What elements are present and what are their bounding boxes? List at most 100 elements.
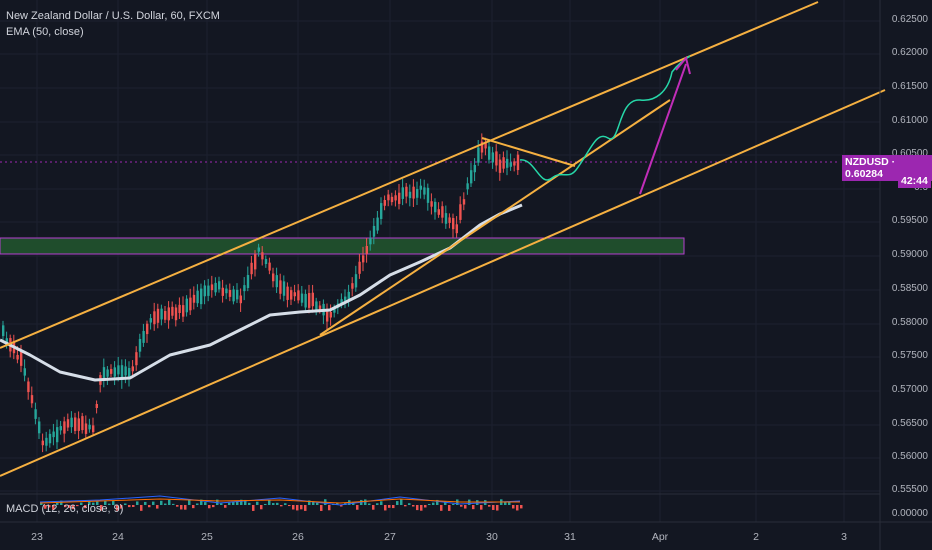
candle-body [369,237,372,245]
candle-body [182,305,185,317]
channel-lower-line[interactable] [0,89,886,477]
time-tick-label: 23 [31,531,43,543]
candle-body [398,192,401,204]
candle-body [153,311,156,325]
time-tick-label: 30 [486,531,498,543]
candle-body [20,350,23,366]
support-zone[interactable] [0,237,685,255]
candle-body [297,290,300,301]
candle-body [412,186,415,199]
candle-body [77,418,80,431]
ema-indicator-label[interactable]: EMA (50, close) [6,26,84,38]
candle-body [106,369,109,377]
candles [2,133,520,453]
macd-bar [124,503,127,505]
macd-bar [264,503,267,505]
candle-body [52,431,55,438]
macd-bar [416,505,419,511]
candle-body [372,225,376,237]
candle-body [261,252,264,260]
candle-body [300,293,304,303]
macd-bar [420,505,423,511]
resistance-trendline[interactable] [481,137,576,167]
support-trendline[interactable] [319,99,671,336]
macd-bar [56,502,59,505]
time-tick-label: 31 [564,531,576,543]
ema-line[interactable] [0,203,523,382]
macd-bar [432,502,435,505]
candle-body [59,426,62,431]
candle-body [214,282,217,293]
macd-bar [172,503,175,505]
macd-bar [236,501,239,505]
macd-bar [316,502,319,505]
candle-body [315,301,318,310]
candle-body [120,365,124,381]
candle-body [498,159,502,173]
candle-body [5,338,8,344]
candle-body [88,424,91,430]
candle-body [221,287,224,296]
candle-body [92,425,95,433]
candle-body [308,293,311,308]
candle-body [434,201,437,213]
symbol-title[interactable]: New Zealand Dollar / U.S. Dollar, 60, FX… [6,10,220,22]
candle-body [171,306,174,316]
macd-bar [440,505,443,511]
candle-body [257,247,260,252]
projection-path[interactable] [519,55,691,181]
macd-bar [248,502,251,505]
candle-body [390,196,394,203]
macd-bar [268,500,271,505]
price-tick-label: 0.62500 [891,14,928,25]
candle-body [333,308,336,313]
candle-body [34,409,37,419]
macd-bar [308,500,311,505]
candle-body [448,217,451,223]
macd-bar [472,505,475,510]
time-tick-label: 2 [753,531,759,543]
macd-bar [84,505,87,509]
macd-bar [364,499,367,505]
macd-bar [272,503,275,505]
candle-body [506,158,509,168]
candle-body [174,307,178,321]
price-tick-label: 0.61000 [891,115,928,126]
candle-body [470,170,473,184]
projection-arrow[interactable] [639,63,687,195]
macd-indicator-label[interactable]: MACD (12, 26, close, 9) [6,503,124,515]
macd-bar [496,505,499,511]
candle-body [2,325,5,337]
macd-bar [212,505,215,508]
candle-body [358,261,361,274]
candle-body [401,187,404,199]
candle-body [30,395,34,404]
candle-body [383,200,386,206]
macd-bar [64,505,67,508]
macd-bar [168,499,171,505]
candle-body [196,290,199,304]
candle-body [264,258,268,265]
channel-upper-line[interactable] [0,1,819,349]
arrow-head-icon [675,55,691,75]
candle-body [477,147,480,163]
macd-bar [284,503,287,505]
macd-bar [292,505,295,510]
macd-bar [368,503,371,505]
macd-bar [156,505,159,509]
macd-bar [120,505,123,509]
macd-bar [44,505,47,509]
macd-bar [148,505,151,508]
macd-bar [184,505,187,510]
candle-body [387,194,390,201]
macd-bar [340,505,343,507]
candle-body [250,262,253,275]
candle-body [326,308,329,322]
candle-body [491,152,494,163]
price-tick-label: 0.58500 [891,283,928,294]
macd-bar [128,505,131,508]
candle-body [178,304,181,313]
price-tick-label: 0.58000 [891,317,928,328]
macd-bar [336,502,339,505]
